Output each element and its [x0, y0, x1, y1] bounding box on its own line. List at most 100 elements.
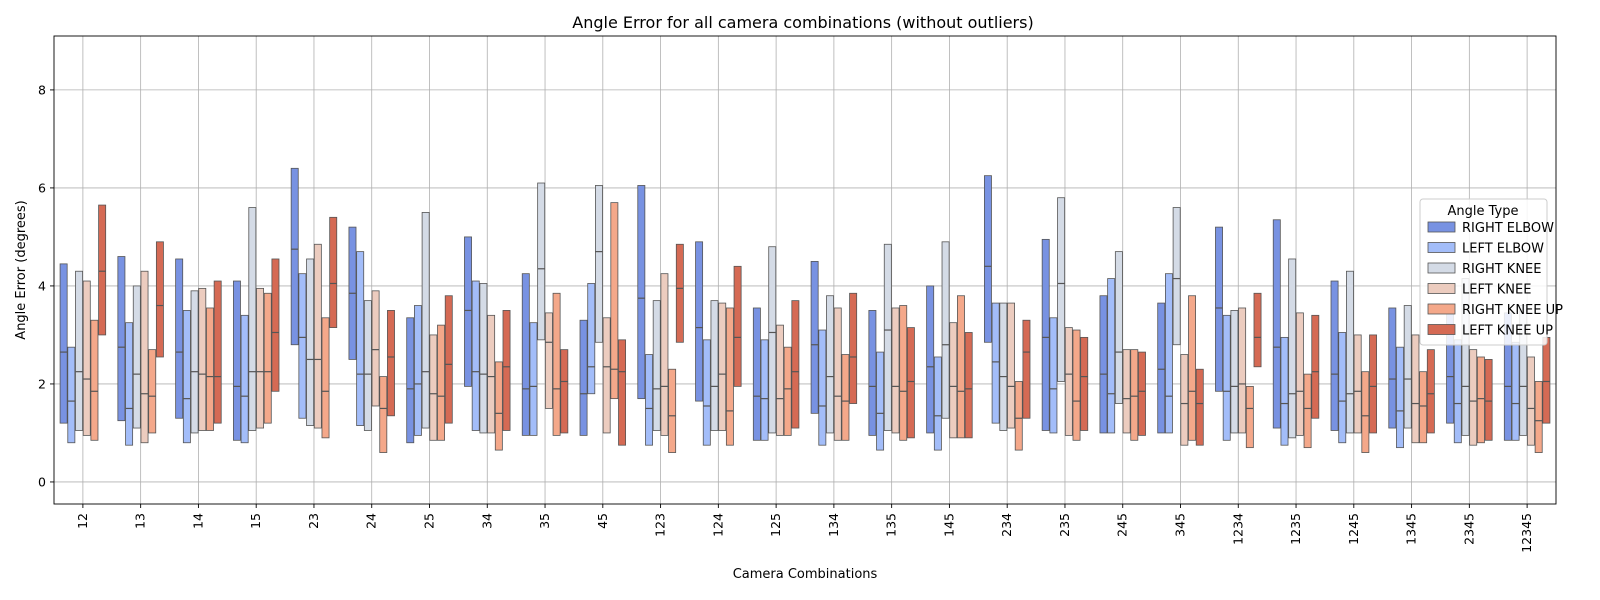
box — [421, 212, 430, 429]
legend-swatch — [1427, 262, 1456, 274]
box — [868, 310, 877, 436]
box — [155, 241, 164, 358]
box — [356, 251, 365, 426]
box — [240, 314, 249, 444]
box — [579, 319, 588, 436]
x-tick-label: 1234 — [1230, 513, 1245, 545]
legend-swatch — [1427, 324, 1456, 335]
y-tick-label: 4 — [38, 278, 46, 293]
box — [429, 334, 438, 441]
box — [213, 280, 222, 424]
box — [849, 292, 858, 404]
box — [544, 312, 553, 409]
box — [618, 339, 627, 446]
legend-label: LEFT KNEE UP — [1462, 324, 1553, 339]
box — [964, 332, 973, 439]
box — [552, 292, 561, 436]
box — [1542, 336, 1551, 424]
box — [768, 246, 777, 434]
box — [232, 280, 241, 441]
x-tick-label: 45 — [595, 513, 610, 529]
box — [1527, 356, 1535, 446]
box — [1511, 341, 1520, 441]
box — [387, 310, 395, 417]
box — [595, 185, 603, 343]
box — [82, 280, 91, 436]
box — [637, 185, 646, 400]
y-tick-label: 2 — [38, 376, 46, 391]
box — [783, 346, 792, 436]
box — [1469, 349, 1478, 446]
legend-swatch — [1427, 221, 1456, 233]
box — [1022, 319, 1031, 419]
box — [1361, 371, 1370, 453]
y-axis: 0 2 4 6 8 — [38, 82, 54, 489]
box — [1130, 349, 1139, 441]
box — [117, 256, 126, 422]
box — [1369, 334, 1378, 434]
box — [1453, 339, 1462, 444]
box — [1353, 334, 1362, 434]
box — [125, 322, 134, 446]
box — [668, 368, 677, 453]
box — [675, 243, 684, 343]
box — [983, 175, 992, 343]
legend-label: LEFT KNEE — [1462, 283, 1531, 298]
x-tick-label: 24 — [364, 513, 379, 529]
box — [1007, 302, 1015, 429]
y-axis-label: Angle Error (degrees) — [14, 200, 29, 339]
box — [1280, 336, 1289, 446]
legend-label: RIGHT KNEE UP — [1462, 303, 1563, 318]
x-tick-label: 35 — [537, 513, 552, 529]
box — [718, 302, 727, 431]
x-tick-label: 23 — [306, 513, 321, 529]
box — [1534, 381, 1543, 453]
legend-title: Angle Type — [1448, 204, 1519, 219]
box — [98, 204, 107, 336]
box — [464, 236, 472, 387]
box — [818, 329, 827, 446]
box — [1295, 312, 1304, 436]
box — [841, 354, 850, 441]
box — [59, 263, 68, 424]
box — [833, 307, 842, 441]
box — [1107, 278, 1116, 434]
box — [752, 307, 761, 441]
box — [695, 241, 704, 402]
box — [1230, 310, 1239, 434]
box — [999, 302, 1008, 431]
box — [1122, 349, 1131, 434]
box — [479, 283, 488, 434]
box — [1114, 251, 1123, 404]
box — [502, 310, 511, 431]
legend-swatch — [1427, 242, 1456, 253]
box — [471, 280, 480, 431]
box — [521, 273, 530, 436]
box — [271, 258, 280, 392]
x-tick-label: 145 — [941, 513, 956, 537]
box — [1014, 381, 1023, 451]
x-tick-label: 124 — [710, 513, 725, 537]
chart-title: Angle Error for all camera combinations … — [572, 13, 1033, 32]
x-tick-label: 2345 — [1461, 513, 1476, 545]
x-tick-label: 34 — [479, 513, 494, 529]
box — [610, 202, 619, 400]
box — [1138, 351, 1146, 436]
box — [949, 322, 958, 439]
x-tick-label: 12 — [75, 513, 90, 529]
legend-label: LEFT ELBOW — [1462, 242, 1544, 257]
x-tick-label: 125 — [768, 513, 783, 537]
x-tick-label: 12345 — [1519, 513, 1534, 553]
x-tick-label: 135 — [884, 513, 899, 537]
box — [1195, 368, 1204, 446]
box — [306, 258, 315, 426]
box — [1288, 258, 1297, 439]
box — [1222, 314, 1231, 441]
legend-swatch — [1427, 283, 1456, 294]
box — [298, 273, 307, 419]
box — [645, 354, 653, 446]
x-tick-label: 234 — [999, 513, 1014, 537]
box — [206, 307, 214, 431]
box — [1403, 305, 1412, 429]
